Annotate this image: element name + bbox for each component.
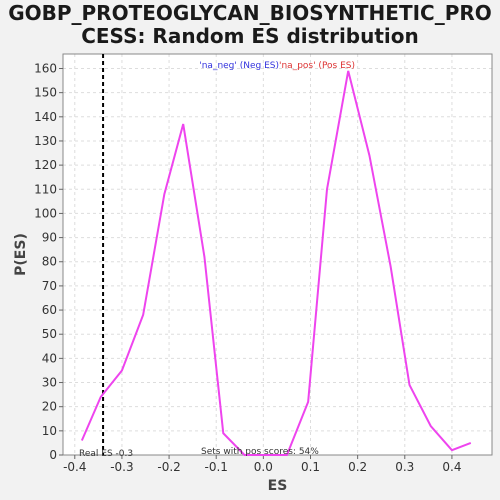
y-tick-label: 80 xyxy=(42,255,57,269)
real-es-label: Real ES -0.3 xyxy=(79,449,133,459)
x-tick-label: 0.4 xyxy=(442,460,461,474)
plot-area xyxy=(63,54,492,455)
y-tick-label: 60 xyxy=(42,303,57,317)
legend-neg-label: 'na_neg' (Neg ES) xyxy=(199,61,279,71)
grid-lines xyxy=(63,54,492,456)
y-tick-label: 130 xyxy=(34,134,57,148)
y-tick-label: 120 xyxy=(34,158,57,172)
chart-title-line-2: CESS: Random ES distribution xyxy=(81,24,419,48)
x-tick-label: -0.2 xyxy=(157,460,180,474)
x-tick-label: -0.4 xyxy=(63,460,86,474)
x-tick-label: 0.1 xyxy=(301,460,320,474)
x-tick-label: 0.2 xyxy=(348,460,367,474)
y-tick-label: 150 xyxy=(34,86,57,100)
x-tick-label: -0.3 xyxy=(110,460,133,474)
x-axis-label: ES xyxy=(268,478,288,494)
y-tick-label: 0 xyxy=(49,448,57,462)
legend-pos-label: 'na_pos' (Pos ES) xyxy=(279,61,355,71)
y-tick-label: 40 xyxy=(42,351,57,365)
pos-scores-label: Sets with pos scores: 54% xyxy=(201,447,319,457)
y-tick-label: 110 xyxy=(34,182,57,196)
tick-labels: 0 10 20 30 40 50 60 70 80 90 100 110 120 130 140 150 160… xyxy=(34,61,461,474)
y-tick-label: 30 xyxy=(42,376,57,390)
y-tick-label: 20 xyxy=(42,400,57,414)
x-tick-label: 0.0 xyxy=(254,460,273,474)
y-tick-label: 160 xyxy=(34,61,57,75)
y-tick-label: 70 xyxy=(42,279,57,293)
x-tick-label: -0.1 xyxy=(205,460,228,474)
y-tick-label: 50 xyxy=(42,327,57,341)
y-tick-label: 100 xyxy=(34,206,57,220)
y-tick-label: 10 xyxy=(42,424,57,438)
x-tick-label: 0.3 xyxy=(395,460,414,474)
y-axis-label: P(ES) xyxy=(13,233,29,276)
series-line xyxy=(80,70,472,456)
chart-title: GOBP_PROTEOGLYCAN_BIOSYNTHETIC_PRO CESS:… xyxy=(0,2,500,48)
y-tick-label: 90 xyxy=(42,231,57,245)
y-tick-label: 140 xyxy=(34,110,57,124)
chart-title-line-1: GOBP_PROTEOGLYCAN_BIOSYNTHETIC_PRO xyxy=(8,1,492,25)
